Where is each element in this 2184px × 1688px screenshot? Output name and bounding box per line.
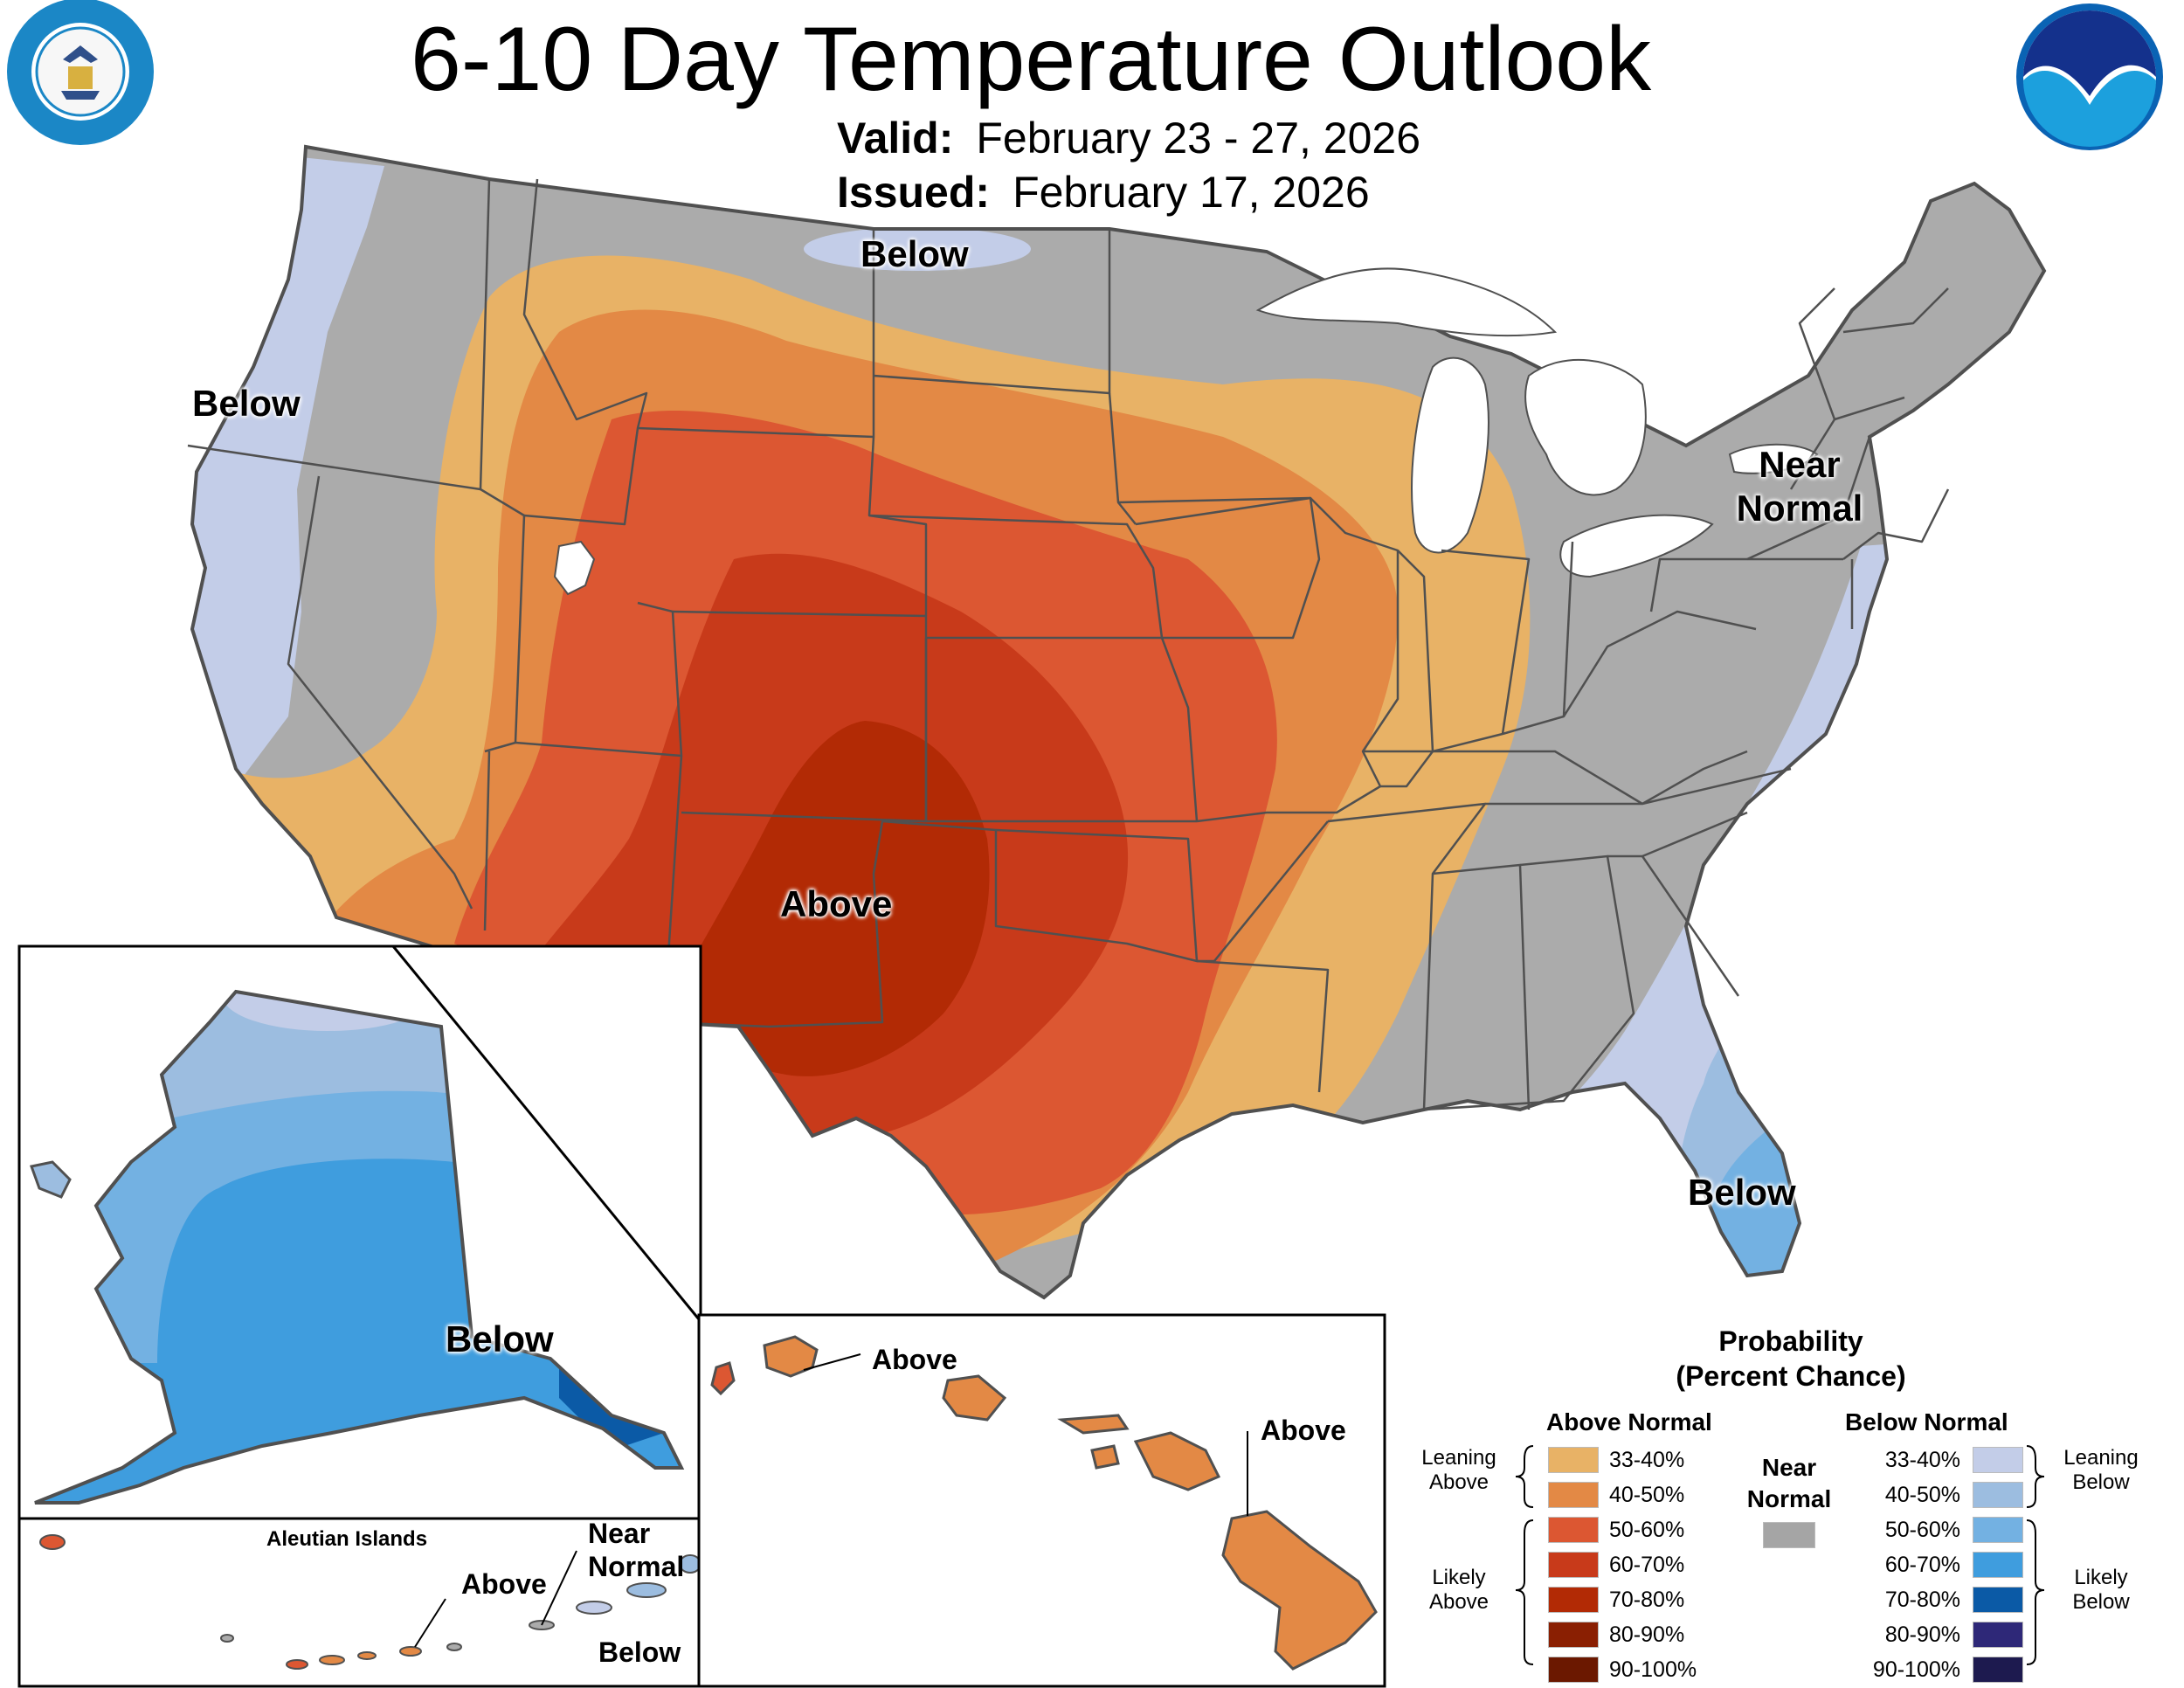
valid-label: Valid:	[837, 114, 954, 163]
issued-label: Issued:	[837, 168, 991, 217]
legend-below-title: Below Normal	[1845, 1408, 2008, 1435]
label-near-line2: Normal	[1736, 488, 1863, 529]
legend-below-label-3: 60-70%	[1884, 1553, 1960, 1577]
label-above-hawaii-west: Above	[872, 1344, 957, 1375]
legend-above-label-1: 40-50%	[1609, 1483, 1685, 1507]
likely-below-line1: Likely	[2074, 1566, 2128, 1589]
commerce-seal-icon	[7, 0, 154, 145]
label-below-north: Below	[860, 233, 969, 274]
legend-above-swatch-5	[1548, 1622, 1599, 1648]
leaning-below-line1: Leaning	[2063, 1446, 2139, 1470]
legend-below-swatch-4	[1973, 1587, 2023, 1613]
label-near-normal-northeast: Near Normal	[1730, 443, 1870, 530]
legend-above-label-5: 80-90%	[1609, 1622, 1685, 1647]
legend-above-label-4: 70-80%	[1609, 1588, 1685, 1612]
legend-heading: Probability (Percent Chance)	[1599, 1324, 1983, 1394]
likely-above-line2: Above	[1428, 1590, 1489, 1614]
legend-below-swatch-5	[1973, 1622, 2023, 1648]
noaa-logo-icon	[2016, 3, 2163, 150]
label-above-center: Above	[780, 883, 893, 924]
legend-below-label-5: 80-90%	[1884, 1622, 1960, 1647]
legend-leaning-below: Leaning Below	[2049, 1446, 2153, 1495]
legend-below-swatch-0	[1973, 1447, 2023, 1473]
label-aleutian-near-line1: Near	[588, 1518, 651, 1549]
legend-above-swatch-3	[1548, 1552, 1599, 1578]
legend-above-swatch-6	[1548, 1657, 1599, 1683]
legend-below-label-1: 40-50%	[1884, 1483, 1960, 1507]
legend-above-label-3: 60-70%	[1609, 1553, 1685, 1577]
legend-below-label-2: 50-60%	[1884, 1518, 1960, 1542]
leaning-above-line2: Above	[1428, 1470, 1489, 1494]
legend-above-label-2: 50-60%	[1609, 1518, 1685, 1542]
valid-date: February 23 - 27, 2026	[976, 114, 1421, 163]
legend-above-swatch-2	[1548, 1517, 1599, 1543]
legend-below-swatch-6	[1973, 1657, 2023, 1683]
leaning-above-line1: Leaning	[1421, 1446, 1496, 1470]
legend-near-line2: Normal	[1746, 1485, 1832, 1512]
legend-above-swatch-4	[1548, 1587, 1599, 1613]
likely-above-line1: Likely	[1432, 1566, 1486, 1589]
likely-below-line2: Below	[2072, 1590, 2130, 1614]
label-below-alaska: Below	[446, 1318, 554, 1359]
legend-near-title: Near Normal	[1741, 1452, 1837, 1515]
legend-leaning-above: Leaning Above	[1406, 1446, 1511, 1495]
legend-heading-line1: Probability	[1718, 1325, 1863, 1357]
label-near-line1: Near	[1759, 444, 1841, 485]
issued-date: February 17, 2026	[1013, 168, 1370, 217]
leaning-below-line2: Below	[2072, 1470, 2130, 1494]
legend-above-label-0: 33-40%	[1609, 1448, 1685, 1472]
legend-above-title: Above Normal	[1546, 1408, 1712, 1435]
label-below-florida: Below	[1688, 1172, 1796, 1213]
legend-above-swatch-1	[1548, 1482, 1599, 1508]
label-above-hawaii-east: Above	[1261, 1415, 1346, 1446]
valid-line: Valid: February 23 - 27, 2026	[837, 112, 1420, 164]
page-title: 6-10 Day Temperature Outlook	[411, 9, 1652, 110]
legend-near-line1: Near	[1761, 1454, 1817, 1481]
label-above-aleutian: Above	[461, 1568, 547, 1600]
label-near-normal-aleutian: Near Normal	[588, 1517, 684, 1583]
legend-below-swatch-2	[1973, 1517, 2023, 1543]
legend-heading-line2: (Percent Chance)	[1676, 1360, 1906, 1392]
label-below-northwest: Below	[192, 383, 301, 424]
legend-below-label-6: 90-100%	[1872, 1657, 1960, 1682]
legend-below-swatch-3	[1973, 1552, 2023, 1578]
legend-below-label-4: 70-80%	[1884, 1588, 1960, 1612]
legend-below-label-0: 33-40%	[1884, 1448, 1960, 1472]
legend-above-label-6: 90-100%	[1609, 1657, 1697, 1682]
label-below-aleutian: Below	[598, 1636, 681, 1668]
legend-above-swatch-0	[1548, 1447, 1599, 1473]
label-aleutian-near-line2: Normal	[588, 1551, 685, 1582]
legend-likely-above: Likely Above	[1406, 1566, 1511, 1615]
legend-likely-below: Likely Below	[2049, 1566, 2153, 1615]
legend-below-swatch-1	[1973, 1482, 2023, 1508]
issued-line: Issued: February 17, 2026	[837, 166, 1370, 218]
aleutian-islands-title: Aleutian Islands	[266, 1527, 428, 1551]
legend-swatch-near	[1763, 1522, 1815, 1548]
